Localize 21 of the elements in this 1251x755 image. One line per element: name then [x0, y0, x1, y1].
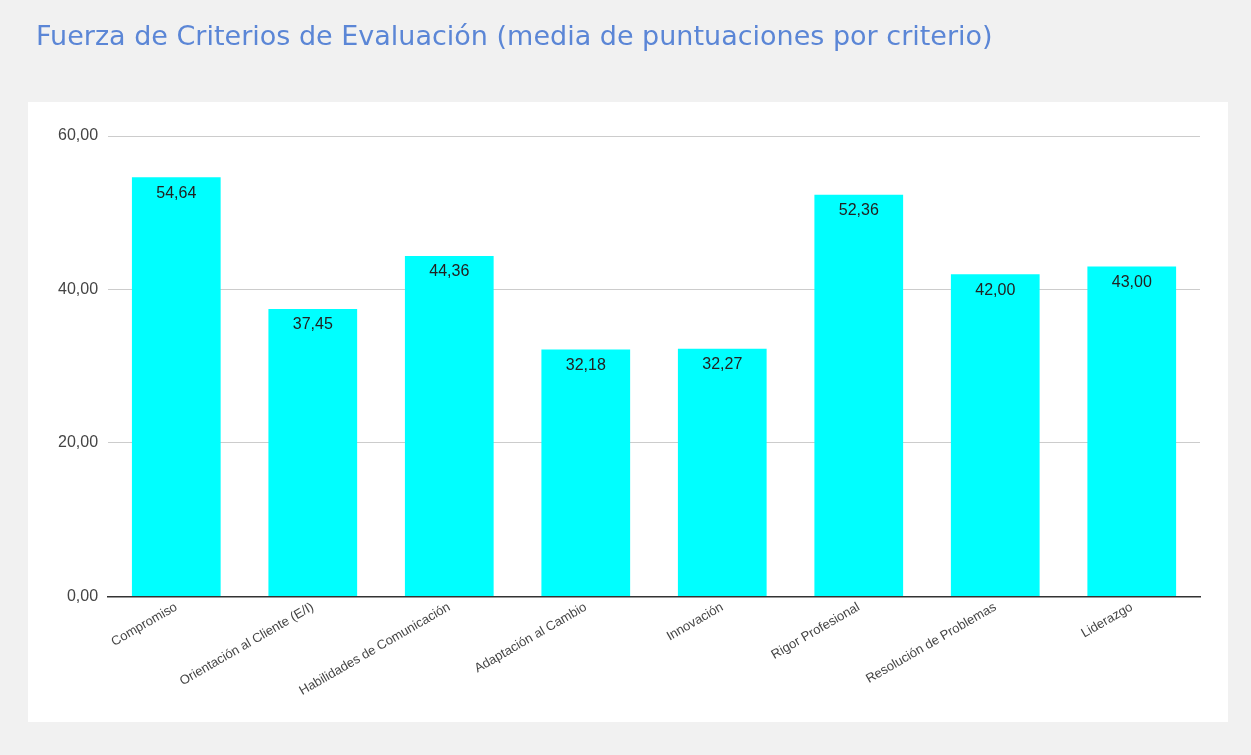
bar: [677, 348, 767, 596]
y-tick-label: 20,00: [57, 433, 99, 451]
bar: [950, 274, 1040, 596]
data-label: 42,00: [975, 280, 1016, 298]
bar: [131, 177, 221, 596]
data-label: 32,18: [565, 355, 606, 373]
y-tick-label: 40,00: [57, 279, 99, 297]
y-tick-label: 0,00: [66, 586, 99, 604]
chart-title: Fuerza de Criterios de Evaluación (media de puntuaciones por criterio): [36, 20, 993, 51]
y-tick-label: 60,00: [57, 126, 99, 144]
data-label: 43,00: [1111, 272, 1152, 290]
bar: [404, 256, 494, 596]
bar: [814, 194, 904, 596]
bar: [541, 349, 631, 596]
data-label: 32,27: [702, 355, 743, 373]
bar: [1087, 266, 1177, 596]
data-label: 37,45: [292, 315, 333, 333]
data-label: 54,64: [156, 183, 197, 201]
data-label: 52,36: [838, 201, 879, 219]
bar: [268, 309, 358, 596]
data-label: 44,36: [429, 262, 470, 280]
